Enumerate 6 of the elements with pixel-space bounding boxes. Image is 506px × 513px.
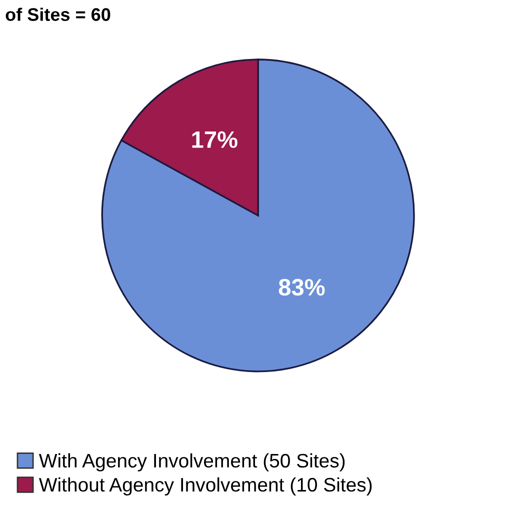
data-label: 17% — [192, 131, 238, 148]
chart-title: of Sites = 60 — [6, 8, 110, 21]
legend-label: With Agency Involvement (50 Sites) — [38, 453, 345, 472]
data-label: 83% — [278, 278, 325, 296]
legend-label: Without Agency Involvement (10 Sites) — [38, 477, 372, 496]
pie-slice — [101, 58, 415, 372]
